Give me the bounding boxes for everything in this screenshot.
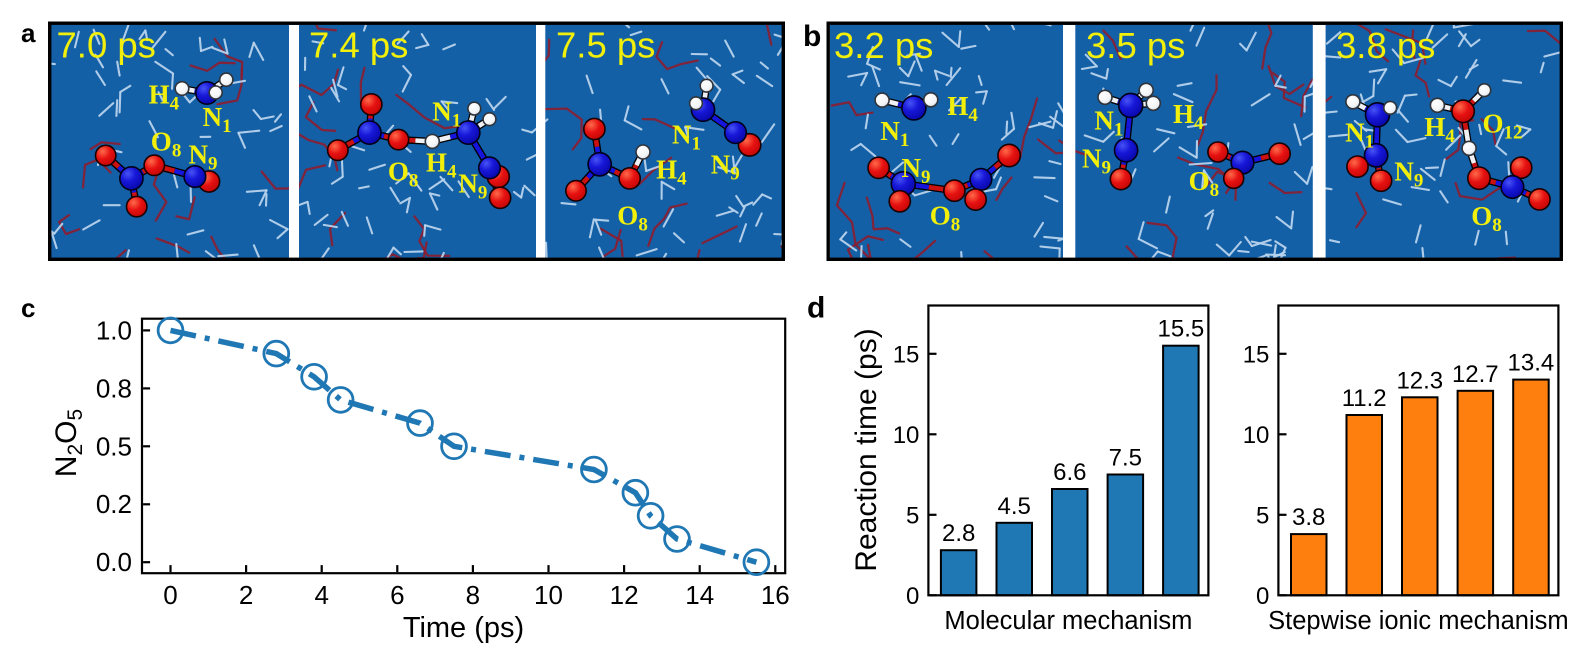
svg-text:0: 0 (906, 583, 919, 610)
svg-text:12.3: 12.3 (1396, 367, 1443, 394)
svg-text:15.5: 15.5 (1158, 316, 1205, 343)
svg-text:13.4: 13.4 (1508, 350, 1555, 377)
svg-text:7.0 ps: 7.0 ps (57, 25, 156, 66)
svg-text:12.7: 12.7 (1452, 361, 1499, 388)
svg-text:Stepwise ionic mechanism: Stepwise ionic mechanism (1268, 607, 1568, 635)
svg-text:7.4 ps: 7.4 ps (309, 25, 408, 66)
svg-text:b: b (803, 20, 821, 53)
svg-text:6.6: 6.6 (1053, 459, 1086, 486)
svg-text:0.0: 0.0 (96, 547, 132, 577)
svg-text:d: d (807, 292, 825, 325)
svg-text:0: 0 (1256, 583, 1269, 610)
svg-text:0.8: 0.8 (96, 373, 132, 403)
svg-text:Reaction time (ps): Reaction time (ps) (850, 328, 883, 571)
svg-text:10: 10 (893, 422, 920, 449)
svg-text:4.5: 4.5 (998, 493, 1031, 520)
svg-text:2: 2 (239, 580, 253, 610)
svg-text:c: c (21, 293, 35, 323)
svg-text:12: 12 (610, 580, 639, 610)
svg-text:N2O5: N2O5 (50, 409, 87, 477)
svg-text:3.5 ps: 3.5 ps (1086, 25, 1185, 66)
svg-text:2.8: 2.8 (942, 520, 975, 547)
svg-text:5: 5 (1256, 502, 1269, 529)
svg-text:a: a (21, 18, 36, 48)
svg-text:7.5 ps: 7.5 ps (556, 25, 655, 66)
svg-text:Molecular mechanism: Molecular mechanism (944, 607, 1192, 635)
svg-text:0.5: 0.5 (96, 431, 132, 461)
svg-text:Time (ps): Time (ps) (403, 612, 524, 644)
svg-text:6: 6 (390, 580, 404, 610)
svg-text:4: 4 (314, 580, 328, 610)
svg-text:3.8 ps: 3.8 ps (1336, 25, 1435, 66)
svg-text:8: 8 (466, 580, 480, 610)
svg-text:14: 14 (685, 580, 714, 610)
svg-text:15: 15 (1243, 341, 1270, 368)
svg-text:11.2: 11.2 (1342, 385, 1387, 412)
svg-text:10: 10 (1243, 422, 1270, 449)
svg-text:10: 10 (534, 580, 563, 610)
svg-text:0.2: 0.2 (96, 489, 132, 519)
svg-text:5: 5 (906, 502, 919, 529)
svg-text:3.8: 3.8 (1292, 504, 1325, 531)
svg-text:7.5: 7.5 (1109, 445, 1142, 472)
svg-text:O12: O12 (1483, 109, 1523, 144)
svg-text:1.0: 1.0 (96, 315, 132, 345)
svg-text:H4: H4 (1424, 112, 1455, 147)
svg-text:0: 0 (163, 580, 177, 610)
svg-text:16: 16 (761, 580, 790, 610)
svg-text:3.2 ps: 3.2 ps (834, 25, 933, 66)
svg-text:15: 15 (893, 341, 920, 368)
